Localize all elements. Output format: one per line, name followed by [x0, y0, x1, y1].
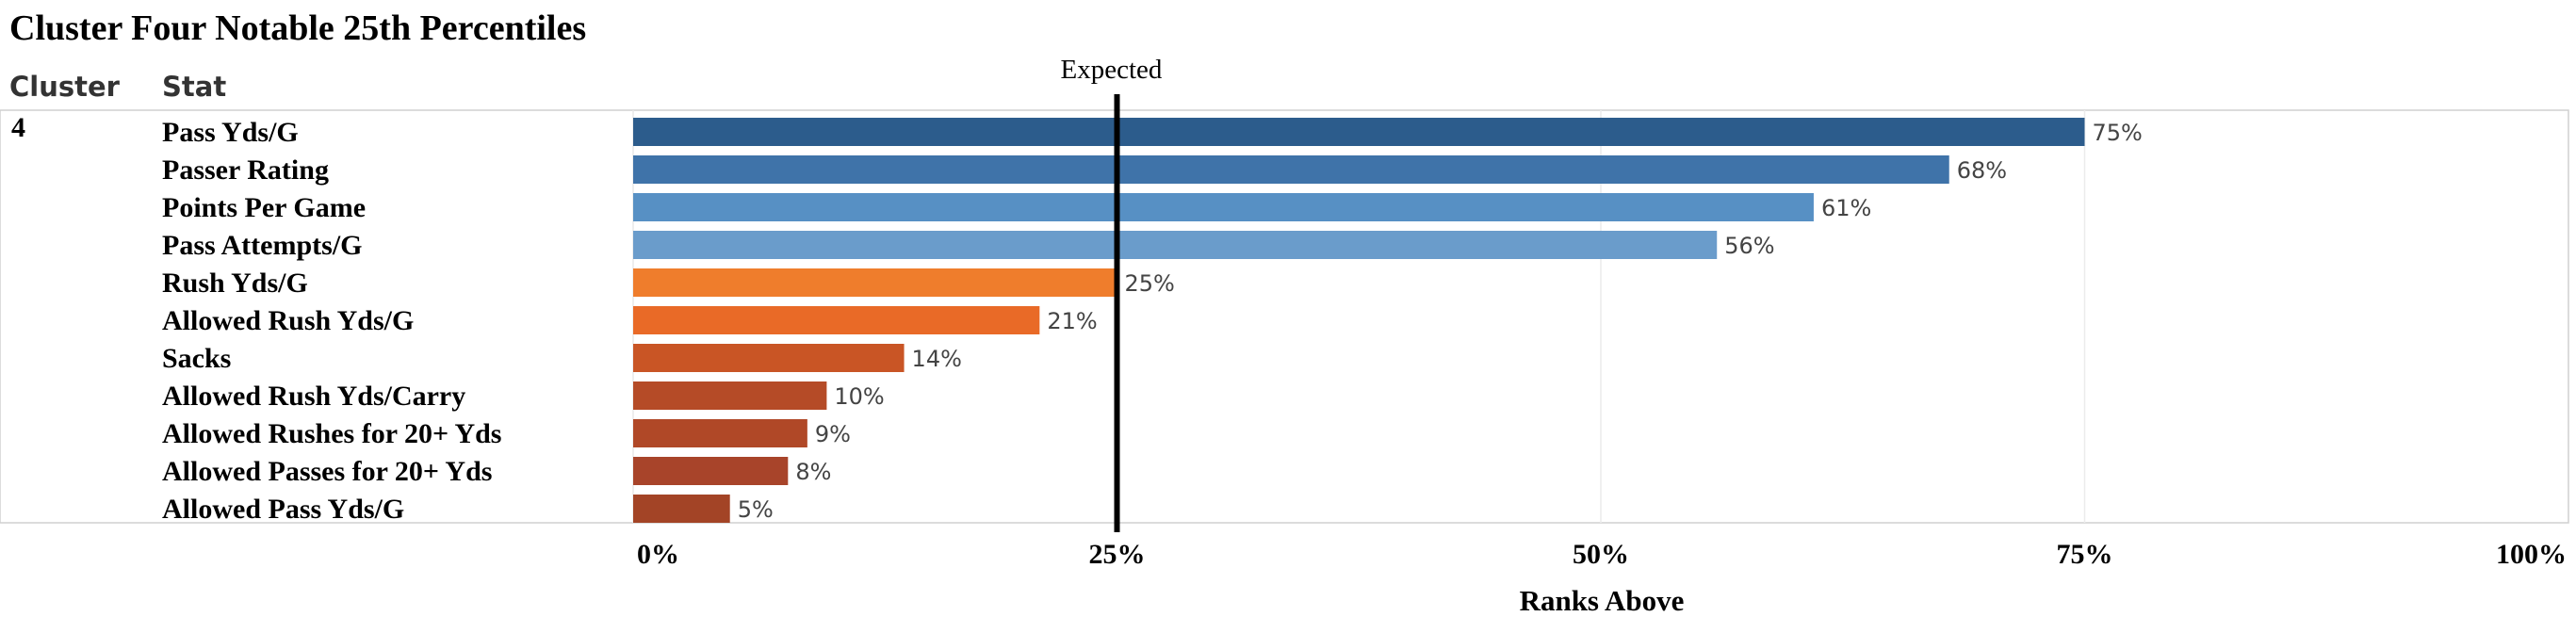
bar[interactable] [633, 118, 2085, 146]
x-tick-label: 0% [637, 539, 679, 570]
x-axis-label: Ranks Above [1520, 584, 1685, 617]
bar-value-label: 9% [815, 421, 851, 447]
stat-label: Pass Yds/G [162, 117, 299, 148]
bar[interactable] [633, 457, 789, 485]
stat-label: Rush Yds/G [162, 268, 308, 299]
stat-label: Allowed Pass Yds/G [162, 494, 404, 525]
expected-label: Expected [1061, 55, 1163, 85]
stat-label: Points Per Game [162, 192, 366, 223]
x-tick-label: 50% [1573, 539, 1629, 570]
bar-value-label: 61% [1821, 195, 1871, 221]
bar[interactable] [633, 419, 807, 447]
bar-value-label: 25% [1125, 270, 1175, 297]
cluster-value: 4 [11, 112, 25, 143]
stat-label: Allowed Rushes for 20+ Yds [162, 418, 501, 449]
bar[interactable] [633, 231, 1718, 259]
bar[interactable] [633, 344, 905, 372]
bar-value-label: 68% [1957, 157, 2007, 184]
bar-value-label: 5% [738, 496, 774, 523]
stat-label: Allowed Passes for 20+ Yds [162, 456, 492, 487]
bar-value-label: 21% [1047, 308, 1097, 334]
plot-area-border [0, 109, 2569, 524]
bar-value-label: 14% [912, 346, 962, 372]
x-tick-label: 100% [2496, 539, 2567, 570]
bar[interactable] [633, 268, 1117, 297]
stat-label: Allowed Rush Yds/Carry [162, 381, 465, 412]
stat-label: Allowed Rush Yds/G [162, 305, 414, 336]
bar-value-label: 8% [795, 459, 831, 485]
column-header-stat: Stat [162, 71, 227, 103]
stat-label: Sacks [162, 343, 231, 374]
stat-label: Pass Attempts/G [162, 230, 363, 261]
chart-title: Cluster Four Notable 25th Percentiles [9, 8, 587, 48]
x-tick-label: 75% [2057, 539, 2113, 570]
bar-value-label: 10% [834, 383, 884, 410]
bar-value-label: 75% [2093, 120, 2143, 146]
bar[interactable] [633, 306, 1040, 334]
bar[interactable] [633, 193, 1814, 221]
bar[interactable] [633, 495, 730, 523]
column-header-cluster: Cluster [9, 71, 120, 103]
stat-label: Passer Rating [162, 154, 329, 186]
bar[interactable] [633, 155, 1949, 184]
bar[interactable] [633, 381, 827, 410]
bar-value-label: 56% [1724, 233, 1774, 259]
x-tick-label: 25% [1089, 539, 1146, 570]
